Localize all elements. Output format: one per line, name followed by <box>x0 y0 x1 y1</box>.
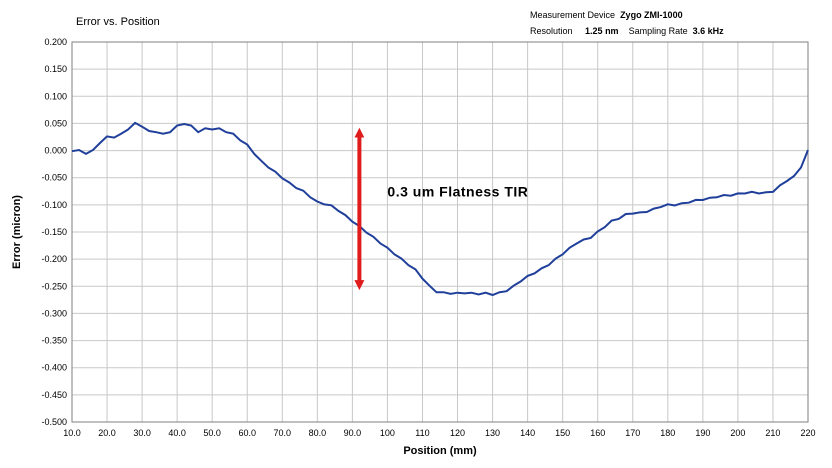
y-axis-ticks: 0.200 0.150 0.100 0.050 0.000 -0.050 -0.100 -0.… <box>41 37 67 427</box>
y-tick-label: 0.200 <box>44 37 67 47</box>
x-tick-label: 210 <box>765 428 780 438</box>
y-tick-label: -0.050 <box>41 173 67 183</box>
x-tick-label: 130 <box>485 428 500 438</box>
x-tick-label: 90.0 <box>344 428 362 438</box>
plot-frame <box>71 41 809 423</box>
x-tick-label: 200 <box>730 428 745 438</box>
y-tick-label: 0.100 <box>44 91 67 101</box>
y-tick-label: 0.050 <box>44 118 67 128</box>
y-tick-label: 0.150 <box>44 64 67 74</box>
x-tick-label: 100 <box>380 428 395 438</box>
resolution-value: 1.25 nm <box>585 26 619 36</box>
x-tick-label: 150 <box>555 428 570 438</box>
x-tick-label: 30.0 <box>133 428 151 438</box>
x-tick-label: 180 <box>660 428 675 438</box>
y-axis-label: Error (micron) <box>11 195 23 269</box>
sampling-label: Sampling Rate <box>628 26 688 36</box>
x-tick-label: 70.0 <box>274 428 292 438</box>
y-tick-label: -0.250 <box>41 281 67 291</box>
y-tick-label: -0.500 <box>41 417 67 427</box>
y-tick-label: 0.000 <box>44 146 67 156</box>
resolution-label: Resolution <box>530 26 573 36</box>
device-info: Measurement Device Zygo ZMI-1000 <box>530 10 683 20</box>
x-axis-ticks: 10.0 20.0 30.0 40.0 50.0 60.0 70.0 80.0 90.0 100 1… <box>63 428 815 438</box>
y-tick-label: -0.300 <box>41 308 67 318</box>
x-tick-label: 110 <box>415 428 429 438</box>
x-tick-label: 120 <box>450 428 465 438</box>
series-line <box>71 121 809 297</box>
x-tick-label: 220 <box>800 428 815 438</box>
x-tick-label: 20.0 <box>98 428 116 438</box>
x-tick-label: 160 <box>590 428 605 438</box>
x-tick-label: 10.0 <box>63 428 81 438</box>
x-tick-label: 170 <box>625 428 640 438</box>
y-tick-label: -0.150 <box>41 227 67 237</box>
x-tick-label: 140 <box>520 428 535 438</box>
chart-title: Error vs. Position <box>76 16 160 28</box>
grid <box>71 41 809 423</box>
x-tick-label: 60.0 <box>238 428 256 438</box>
x-tick-label: 50.0 <box>203 428 221 438</box>
y-tick-label: -0.200 <box>41 254 67 264</box>
x-tick-label: 80.0 <box>309 428 327 438</box>
y-tick-label: -0.450 <box>41 390 67 400</box>
resolution-info: Resolution 1.25 nm Sampling Rate 3.6 kHz <box>530 26 724 36</box>
x-axis-label: Position (mm) <box>403 445 477 457</box>
flatness-annotation: 0.3 um Flatness TIR <box>387 184 528 200</box>
y-tick-label: -0.100 <box>41 200 67 210</box>
sampling-value: 3.6 kHz <box>692 26 724 36</box>
x-tick-label: 190 <box>695 428 710 438</box>
y-tick-label: -0.350 <box>41 336 67 346</box>
device-label: Measurement Device <box>530 10 616 20</box>
y-tick-label: -0.400 <box>41 363 67 373</box>
device-value: Zygo ZMI-1000 <box>620 10 683 20</box>
x-tick-label: 40.0 <box>168 428 186 438</box>
